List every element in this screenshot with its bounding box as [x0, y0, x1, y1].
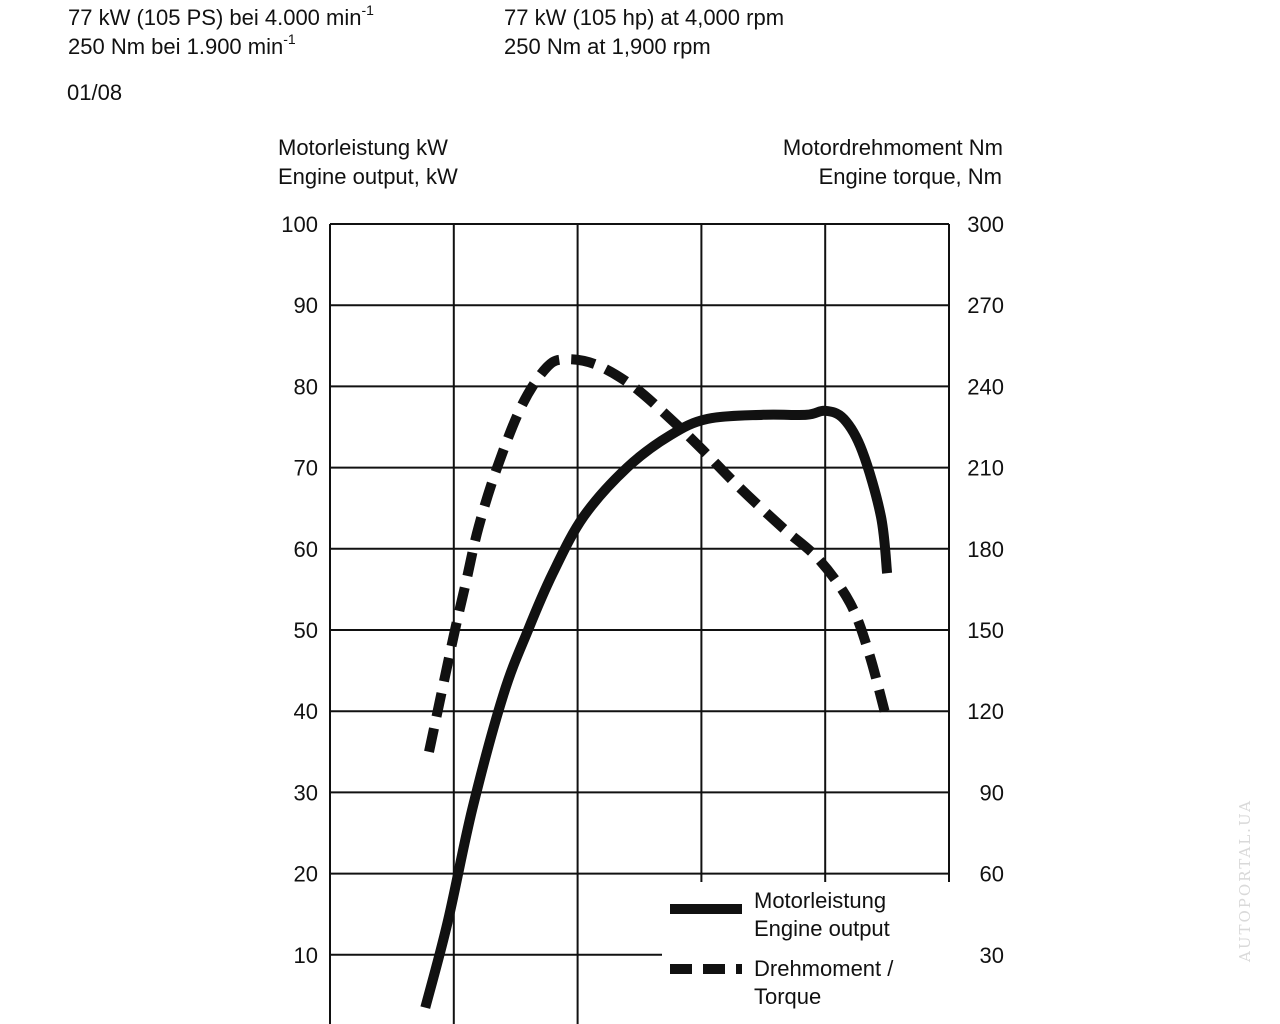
engine-output-curve — [420, 405, 893, 1009]
tick-label-layer: 10 20 30 40 50 60 70 80 90 100 30 60 90 120 150 180 210 2… — [281, 212, 1004, 968]
legend — [662, 882, 950, 1024]
right-tick-label: 30 — [980, 943, 1004, 968]
right-tick-label: 150 — [967, 618, 1004, 643]
spec-power-de-text: 77 kW (105 PS) bei 4.000 min — [68, 5, 362, 30]
left-tick-label: 30 — [294, 780, 318, 805]
right-tick-label: 210 — [967, 456, 1004, 481]
left-axis-title-en: Engine output, kW — [278, 164, 458, 189]
right-tick-label: 300 — [967, 212, 1004, 237]
right-axis-title-de: Motordrehmoment Nm — [782, 135, 1003, 160]
left-tick-label: 50 — [294, 618, 318, 643]
left-tick-label: 90 — [294, 293, 318, 318]
left-tick-label: 70 — [294, 456, 318, 481]
right-tick-label: 180 — [967, 537, 1004, 562]
right-axis-title-en: Engine torque, Nm — [818, 164, 1002, 189]
left-tick-label: 20 — [294, 862, 318, 887]
right-tick-label: 270 — [967, 293, 1004, 318]
spec-torque-de: 250 Nm bei 1.900 min-1 — [68, 30, 296, 61]
legend-label-torque-en: Torque — [754, 984, 822, 1009]
issue-date: 01/08 — [67, 80, 123, 105]
right-tick-label: 240 — [967, 374, 1004, 399]
left-axis-title-de: Motorleistung kW — [278, 135, 448, 160]
series-layer — [420, 354, 893, 1009]
watermark-text: AUTOPORTAL.UA — [1236, 799, 1254, 962]
spec-power-en: 77 kW (105 hp) at 4,000 rpm — [504, 5, 785, 30]
left-tick-label: 40 — [294, 699, 318, 724]
right-tick-label: 90 — [980, 780, 1004, 805]
spec-power-de-superscript: -1 — [361, 1, 374, 18]
legend-label-engine-output-en: Engine output — [754, 916, 890, 941]
legend-label-engine-output-de: Motorleistung — [754, 888, 887, 913]
right-tick-label: 60 — [980, 862, 1004, 887]
left-tick-label: 100 — [281, 212, 318, 237]
spec-torque-en: 250 Nm at 1,900 rpm — [504, 34, 711, 59]
torque-curve — [424, 354, 890, 753]
spec-torque-de-text: 250 Nm bei 1.900 min — [68, 34, 284, 59]
spec-torque-de-superscript: -1 — [283, 30, 296, 47]
legend-label-torque-de: Drehmoment / — [754, 956, 894, 981]
left-tick-label: 60 — [294, 537, 318, 562]
left-tick-label: 80 — [294, 374, 318, 399]
left-tick-label: 10 — [294, 943, 318, 968]
spec-power-de: 77 kW (105 PS) bei 4.000 min-1 — [68, 1, 374, 32]
right-tick-label: 120 — [967, 699, 1004, 724]
